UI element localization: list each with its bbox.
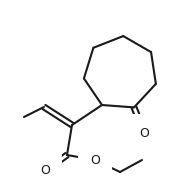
Text: O: O [90,154,100,166]
Text: O: O [139,127,149,140]
Text: O: O [40,165,50,177]
